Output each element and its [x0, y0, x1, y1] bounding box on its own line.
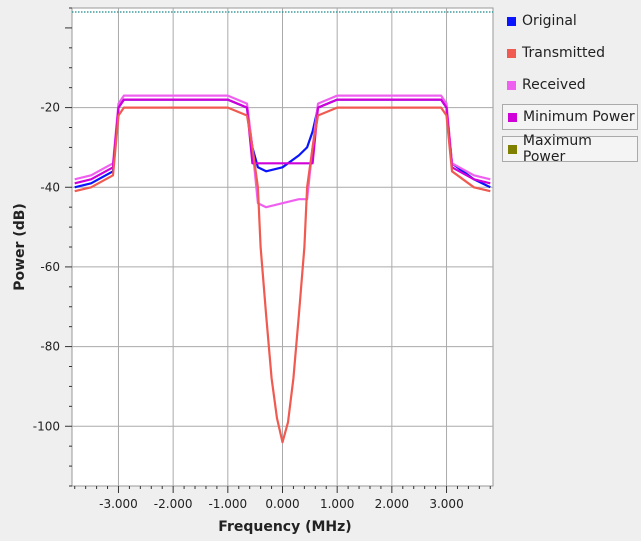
legend-label-original: Original	[522, 13, 577, 29]
x-tick-label: 2.000	[375, 497, 409, 511]
legend-label-transmitted: Transmitted	[522, 45, 606, 61]
legend-label-maximum-power: Maximum Power	[522, 133, 592, 165]
series-layer	[74, 94, 491, 444]
series-line-received	[74, 94, 491, 209]
legend-swatch-maximum-power	[508, 144, 517, 154]
y-tick-label: -20	[40, 101, 60, 115]
y-tick-label: -60	[40, 260, 60, 274]
legend-swatch-transmitted	[507, 48, 516, 58]
series-line-transmitted	[74, 106, 491, 444]
x-tick-label: -2.000	[154, 497, 193, 511]
x-tick-label: -3.000	[99, 497, 138, 511]
legend-item-minimum-power[interactable]: Minimum Power	[502, 104, 638, 130]
x-tick-label: 3.000	[429, 497, 463, 511]
y-tick-label: -40	[40, 180, 60, 194]
x-axis-label: Frequency (MHz)	[218, 519, 351, 535]
legend-item-transmitted[interactable]: Transmitted	[502, 40, 638, 66]
x-tick-label: -1.000	[208, 497, 247, 511]
legend-label-minimum-power: Minimum Power	[523, 109, 635, 125]
legend-swatch-received	[507, 80, 516, 90]
y-axis-label: Power (dB)	[12, 203, 28, 291]
legend-swatch-original	[507, 16, 516, 26]
legend-label-received: Received	[522, 77, 586, 93]
legend-item-original[interactable]: Original	[502, 8, 638, 34]
legend-item-maximum-power[interactable]: Maximum Power	[502, 133, 638, 165]
legend-item-received[interactable]: Received	[502, 72, 638, 98]
grid-lines	[72, 8, 493, 486]
x-axis: -3.000 -2.000 -1.000 0.000 1.000 2.000 3.000	[74, 486, 491, 511]
x-tick-label: 0.000	[265, 497, 299, 511]
y-tick-label: -100	[33, 419, 60, 433]
x-tick-label: 1.000	[320, 497, 354, 511]
legend-swatch-minimum-power	[508, 112, 517, 122]
legend: Original Transmitted Received Minimum Po…	[502, 8, 638, 168]
y-tick-label: -80	[40, 340, 60, 354]
y-axis: -20 -40 -60 -80 -100	[33, 7, 72, 487]
